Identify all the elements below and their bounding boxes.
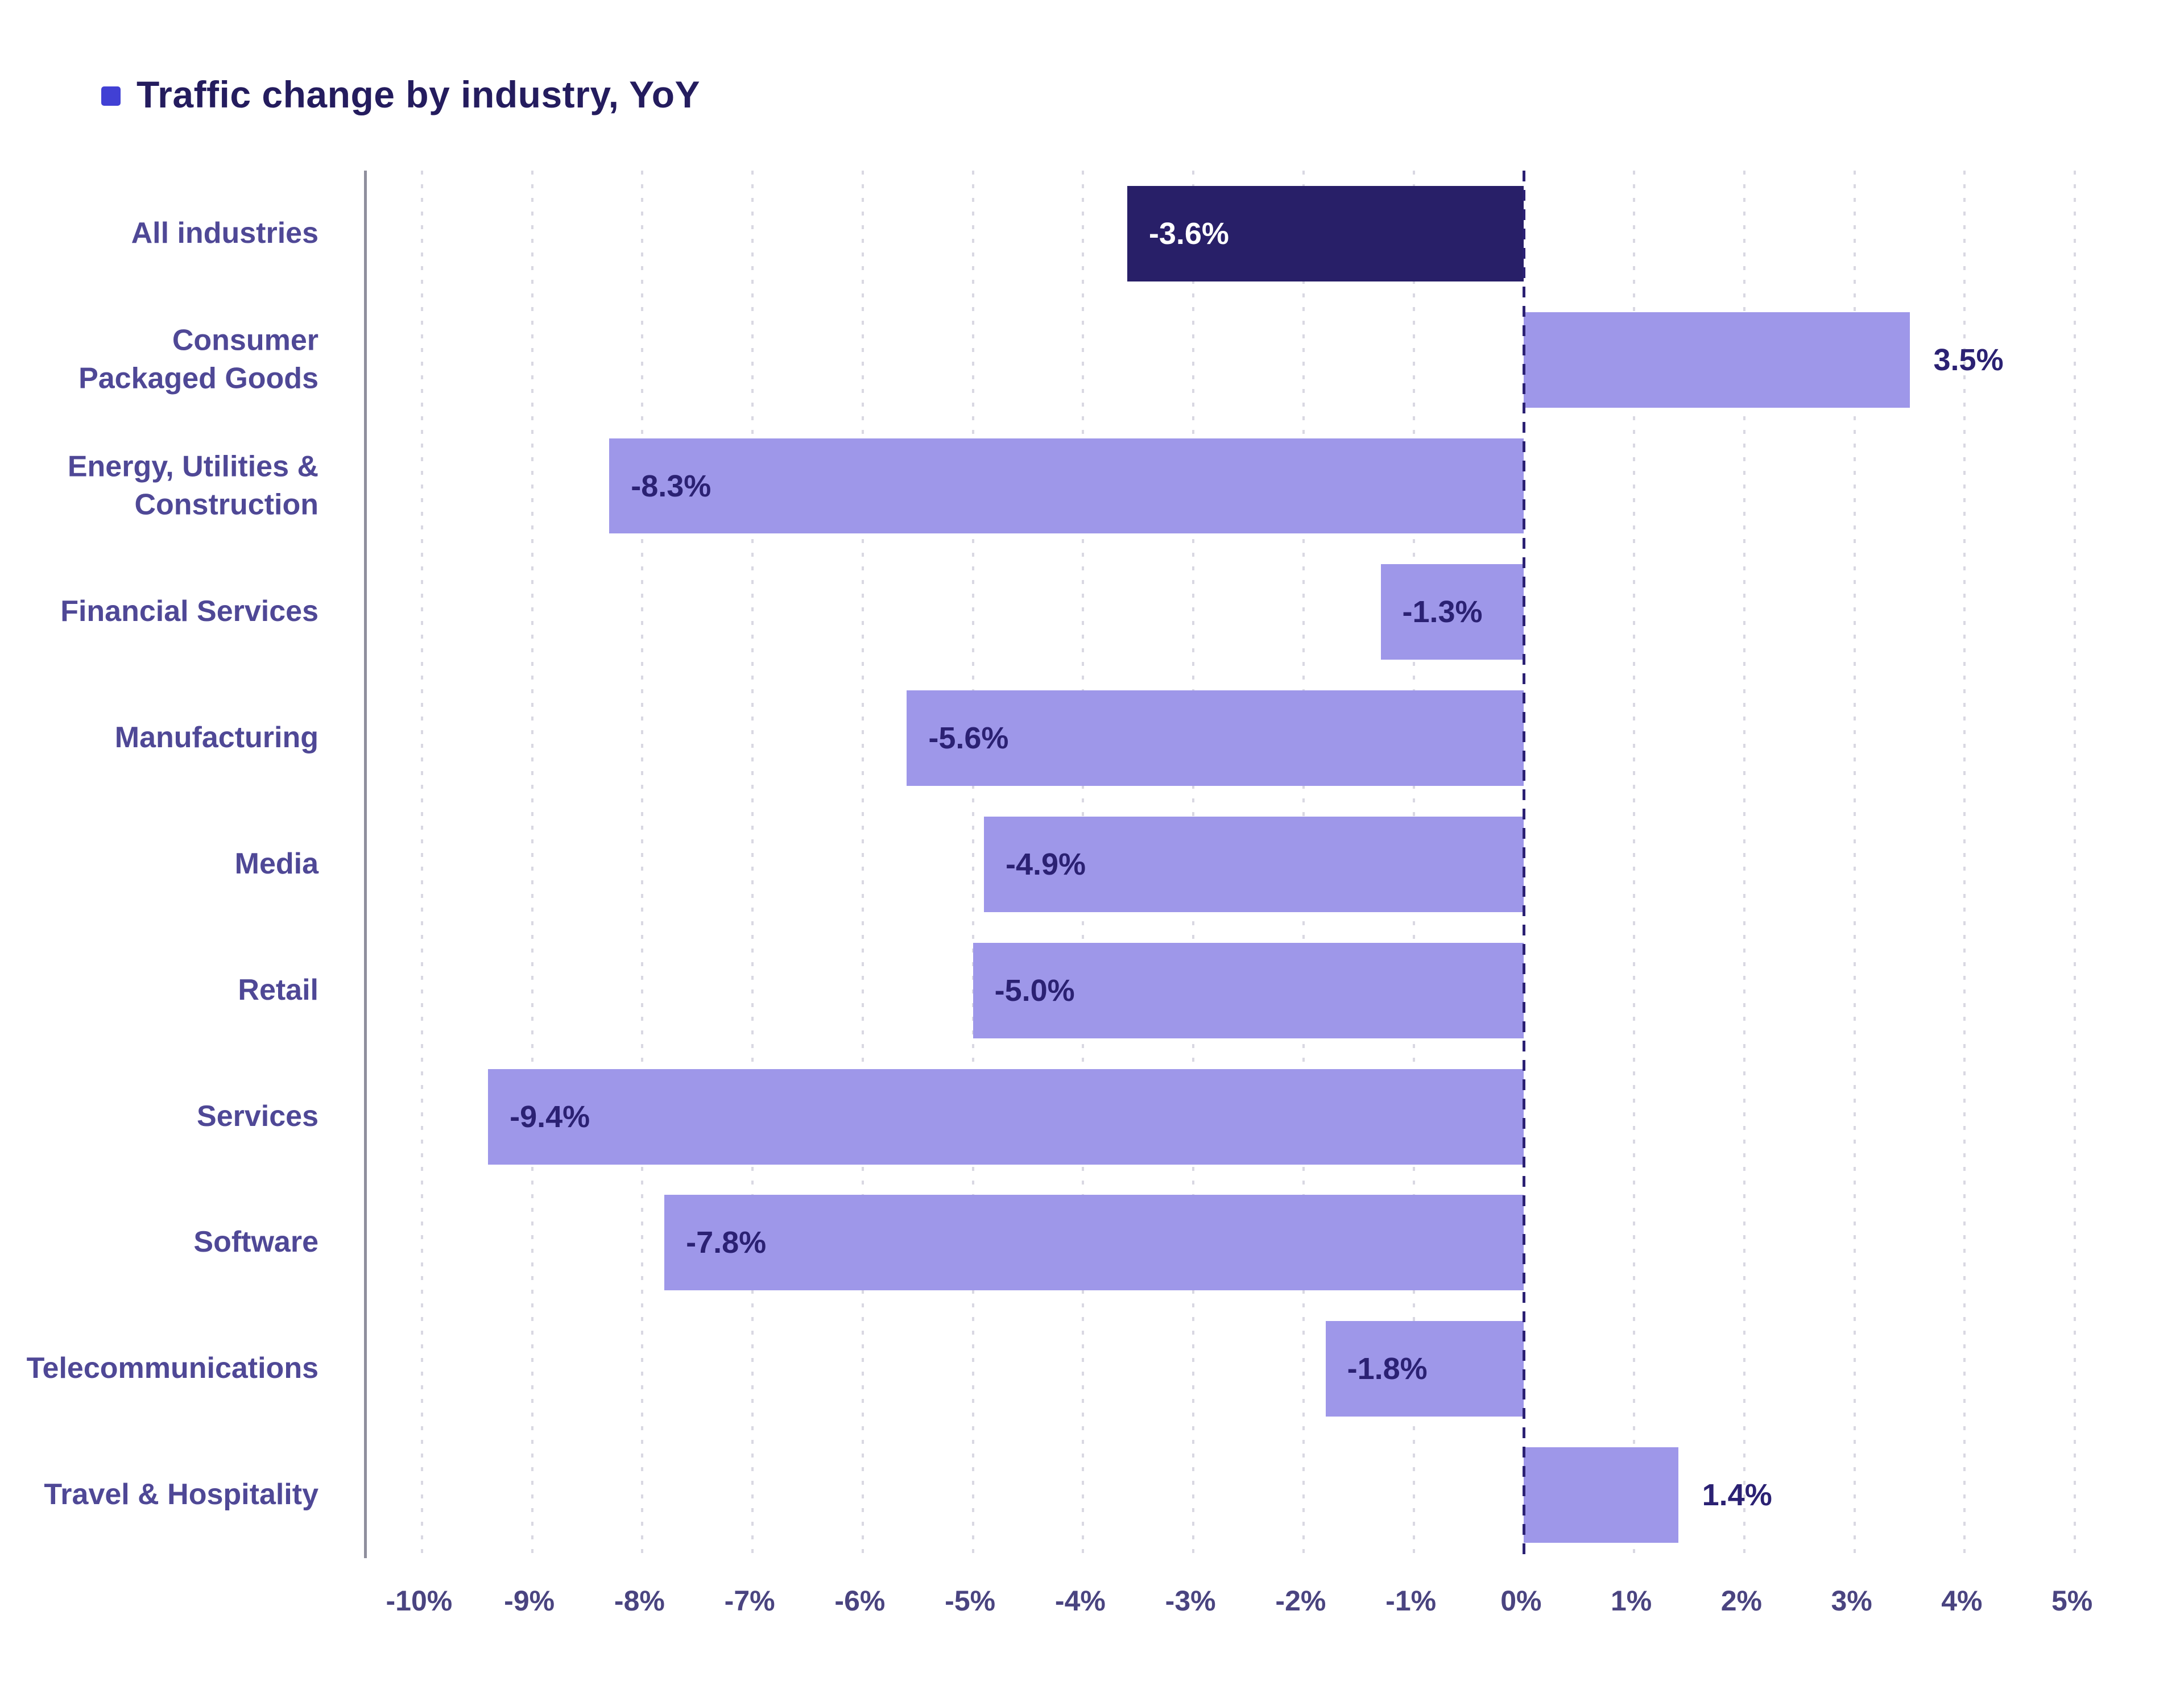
category-label: Telecommunications xyxy=(26,1352,318,1385)
x-tick-label: 3% xyxy=(1831,1585,1872,1617)
gridline xyxy=(2074,171,2077,1558)
bar xyxy=(664,1195,1524,1291)
bar-value-label: -1.3% xyxy=(1402,595,1483,630)
bar xyxy=(609,438,1524,534)
gridline xyxy=(1633,171,1636,1558)
x-tick-label: -4% xyxy=(1054,1585,1106,1617)
bar xyxy=(488,1069,1524,1165)
gridline xyxy=(420,171,423,1558)
bar xyxy=(973,942,1524,1038)
x-axis: -10% -9% -8% -7% -6% -5% -4% -3% -2% -1% 0% 1% 2% 3% 4… xyxy=(364,1584,2127,1641)
bar xyxy=(907,690,1524,786)
bar xyxy=(984,817,1524,912)
bar-value-label: -1.8% xyxy=(1347,1352,1428,1386)
bar-value-label: -5.0% xyxy=(994,973,1075,1008)
plot-area: -3.6% 3.5% -8.3% -1.3% -5.6% -4.9% -5.0% -9.4% -… xyxy=(364,171,2130,1558)
category-label: Software xyxy=(193,1225,318,1259)
bar-value-label: -5.6% xyxy=(928,721,1009,756)
gridline xyxy=(751,171,754,1558)
category-label: Consumer Packaged Goods xyxy=(78,324,318,395)
category-axis: All industries Consumer Packaged Goods Ene… xyxy=(0,171,341,1558)
x-tick-label: -8% xyxy=(614,1585,665,1617)
x-tick-label: -9% xyxy=(504,1585,555,1617)
zero-line xyxy=(1523,171,1526,1558)
gridline xyxy=(1963,171,1966,1558)
category-label: Financial Services xyxy=(60,595,318,628)
bar-value-label: -9.4% xyxy=(510,1099,590,1134)
x-tick-label: -6% xyxy=(834,1585,886,1617)
x-tick-label: -7% xyxy=(724,1585,775,1617)
x-tick-label: -1% xyxy=(1385,1585,1437,1617)
category-label: All industries xyxy=(131,217,318,250)
bar-value-label: 3.5% xyxy=(1933,342,2004,377)
x-tick-label: -3% xyxy=(1165,1585,1216,1617)
x-tick-label: -2% xyxy=(1275,1585,1326,1617)
gridline xyxy=(531,171,533,1558)
gridline xyxy=(641,171,644,1558)
gridline xyxy=(971,171,974,1558)
x-tick-label: -5% xyxy=(945,1585,996,1617)
chart-header: Traffic change by industry, YoY xyxy=(101,73,700,116)
x-tick-label: 1% xyxy=(1610,1585,1652,1617)
category-label: Services xyxy=(197,1099,318,1133)
bar-value-label: 1.4% xyxy=(1702,1478,1772,1513)
bar-value-label: -8.3% xyxy=(631,469,712,503)
bar xyxy=(1524,1447,1678,1543)
category-label: Travel & Hospitality xyxy=(44,1478,318,1512)
bar xyxy=(1524,312,1910,408)
category-label: Manufacturing xyxy=(114,721,318,755)
category-label: Retail xyxy=(238,974,318,1007)
category-label: Energy, Utilities & Construction xyxy=(67,449,318,521)
bar-value-label: -3.6% xyxy=(1148,216,1229,251)
title-bullet-icon xyxy=(101,86,121,106)
x-tick-label: 5% xyxy=(2051,1585,2093,1617)
gridline xyxy=(1743,171,1745,1558)
bar xyxy=(1380,564,1524,660)
bar xyxy=(1325,1321,1524,1417)
x-tick-label: 2% xyxy=(1720,1585,1763,1617)
gridline xyxy=(861,171,864,1558)
x-tick-label: -10% xyxy=(386,1585,453,1617)
x-tick-label: 0% xyxy=(1500,1585,1542,1617)
x-tick-label: 4% xyxy=(1941,1585,1983,1617)
bar xyxy=(1127,185,1524,281)
category-label: Media xyxy=(234,847,318,881)
chart-title: Traffic change by industry, YoY xyxy=(136,73,701,115)
bar-value-label: -4.9% xyxy=(1006,847,1086,881)
gridline xyxy=(1853,171,1856,1558)
bar-value-label: -7.8% xyxy=(686,1225,767,1260)
